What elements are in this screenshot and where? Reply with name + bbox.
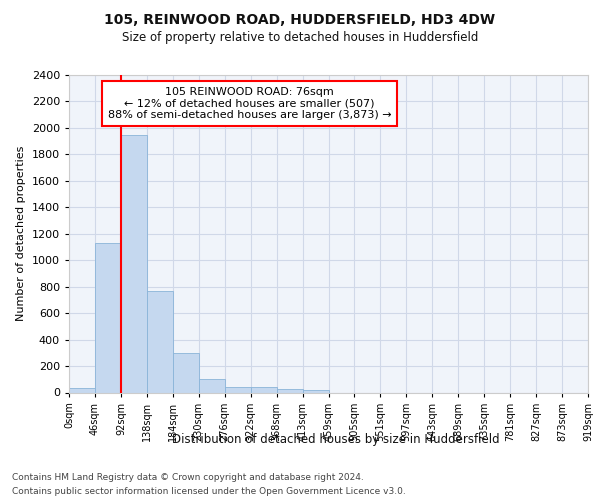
Bar — [277, 388, 302, 392]
Bar — [251, 387, 277, 392]
Bar — [225, 386, 251, 392]
Text: 105 REINWOOD ROAD: 76sqm
← 12% of detached houses are smaller (507)
88% of semi-: 105 REINWOOD ROAD: 76sqm ← 12% of detach… — [108, 87, 391, 120]
Bar — [69, 388, 95, 392]
Bar — [199, 380, 224, 392]
Text: Distribution of detached houses by size in Huddersfield: Distribution of detached houses by size … — [172, 432, 500, 446]
Bar — [147, 290, 173, 392]
Bar — [173, 353, 199, 393]
Y-axis label: Number of detached properties: Number of detached properties — [16, 146, 26, 322]
Text: Contains HM Land Registry data © Crown copyright and database right 2024.: Contains HM Land Registry data © Crown c… — [12, 472, 364, 482]
Bar — [121, 134, 147, 392]
Bar — [95, 243, 121, 392]
Text: Contains public sector information licensed under the Open Government Licence v3: Contains public sector information licen… — [12, 488, 406, 496]
Text: 105, REINWOOD ROAD, HUDDERSFIELD, HD3 4DW: 105, REINWOOD ROAD, HUDDERSFIELD, HD3 4D… — [104, 12, 496, 26]
Text: Size of property relative to detached houses in Huddersfield: Size of property relative to detached ho… — [122, 31, 478, 44]
Bar — [302, 390, 329, 392]
